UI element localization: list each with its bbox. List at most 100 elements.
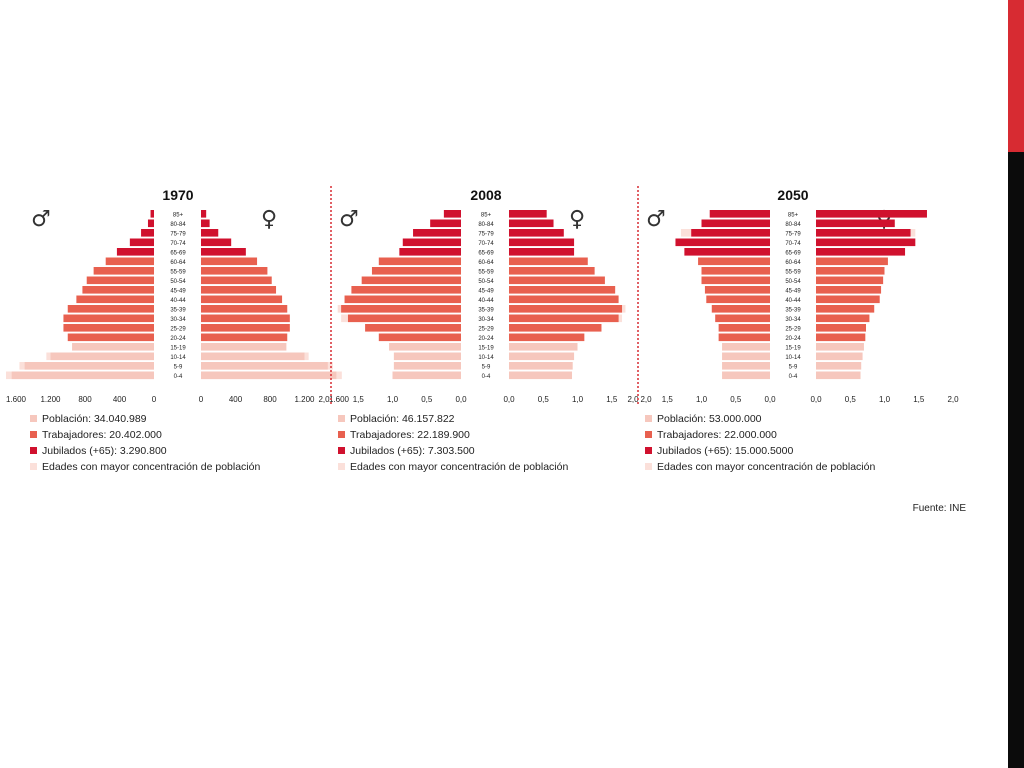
bar-male-60-64 (698, 257, 770, 266)
legend-label: Jubilados (+65): 7.303.500 (350, 445, 475, 457)
male-symbol-icon: ♂ (31, 207, 51, 232)
x-tick-right: 0 (199, 395, 204, 404)
age-label-10-14: 10-14 (478, 355, 494, 361)
bar-female-60-64 (816, 257, 888, 266)
bar-male-80-84 (147, 219, 154, 228)
x-tick-left: 2,0 (627, 395, 639, 404)
bar-male-45-49 (704, 286, 770, 294)
bar-female-15-19 (201, 343, 287, 351)
bar-female-65-69 (509, 248, 575, 256)
age-label-65-69: 65-69 (785, 250, 801, 256)
bar-male-60-64 (378, 257, 461, 266)
age-label-70-74: 70-74 (478, 241, 494, 247)
bar-female-30-34 (201, 314, 290, 323)
bar-male-75-79 (413, 229, 461, 237)
age-label-25-29: 25-29 (478, 326, 494, 332)
age-label-65-69: 65-69 (170, 250, 186, 256)
bar-male-85+ (150, 210, 154, 218)
age-label-5-9: 5-9 (482, 364, 491, 370)
bar-female-20-24 (509, 333, 585, 342)
age-label-80-84: 80-84 (170, 222, 186, 228)
legend-label: Población: 53.000.000 (657, 413, 762, 425)
male-symbol-icon: ♂ (646, 207, 666, 232)
bar-female-45-49 (201, 286, 277, 294)
bar-male-85+ (443, 210, 461, 218)
chart-title-2008: 2008 (470, 187, 501, 203)
age-label-40-44: 40-44 (170, 298, 186, 304)
bar-male-30-34 (347, 314, 461, 323)
bar-male-85+ (709, 210, 770, 218)
bar-male-5-9 (722, 362, 770, 370)
age-label-0-4: 0-4 (174, 374, 183, 380)
female-symbol-icon: ♀ (261, 207, 277, 232)
legend-label: Jubilados (+65): 15.000.5000 (657, 445, 793, 457)
accent-bar-red (1008, 0, 1024, 152)
legend-swatch (30, 463, 37, 470)
x-tick-left: 2,0 (318, 395, 330, 404)
age-label-45-49: 45-49 (785, 288, 801, 294)
bar-male-60-64 (105, 257, 154, 266)
age-label-45-49: 45-49 (170, 288, 186, 294)
bar-male-40-44 (344, 295, 461, 304)
bar-female-75-79 (201, 229, 219, 237)
bar-male-35-39 (67, 305, 154, 313)
population-pyramids: 1970 ♂ ♀ 85+ 80-84 75-79 70-74 65-69 60-64 55-59 5… (6, 186, 959, 473)
bar-female-0-4 (201, 371, 337, 380)
bar-female-20-24 (816, 333, 866, 342)
age-label-15-19: 15-19 (170, 345, 186, 351)
age-label-5-9: 5-9 (789, 364, 798, 370)
bar-male-55-59 (371, 267, 461, 275)
age-label-70-74: 70-74 (170, 241, 186, 247)
legend-swatch (338, 447, 345, 454)
age-label-55-59: 55-59 (170, 269, 186, 275)
x-tick-right: 0,5 (845, 395, 857, 404)
bar-female-65-69 (816, 248, 906, 256)
legend-swatch (645, 463, 652, 470)
x-tick-right: 2,0 (640, 395, 652, 404)
bar-female-80-84 (816, 219, 895, 228)
bar-female-35-39 (816, 305, 875, 313)
legend-swatch (645, 415, 652, 422)
x-tick-left: 800 (78, 395, 92, 404)
x-tick-right: 400 (229, 395, 243, 404)
legend-label: Jubilados (+65): 3.290.800 (42, 445, 167, 457)
x-tick-right: 0,0 (810, 395, 822, 404)
x-tick-left: 1,5 (662, 395, 674, 404)
age-label-20-24: 20-24 (785, 336, 801, 342)
bar-male-50-54 (701, 276, 770, 285)
legend-label: Edades con mayor concentración de poblac… (42, 461, 260, 473)
bar-male-65-69 (399, 248, 461, 256)
bar-female-75-79 (816, 229, 911, 237)
bar-female-50-54 (201, 276, 272, 285)
bar-female-75-79 (509, 229, 564, 237)
bar-male-65-69 (116, 248, 154, 256)
x-tick-right: 1.200 (294, 395, 315, 404)
bar-female-85+ (509, 210, 547, 218)
x-tick-left: 1,0 (696, 395, 708, 404)
bar-female-70-74 (816, 238, 916, 247)
bar-female-25-29 (816, 324, 867, 332)
bar-female-20-24 (201, 333, 288, 342)
x-tick-left: 1,0 (387, 395, 399, 404)
source-note: Fuente: INE (912, 503, 966, 514)
x-tick-left: 1,5 (353, 395, 365, 404)
bar-female-40-44 (816, 295, 880, 304)
chart-title-2050: 2050 (777, 187, 808, 203)
age-label-60-64: 60-64 (785, 260, 801, 266)
age-label-60-64: 60-64 (170, 260, 186, 266)
bar-female-15-19 (816, 343, 864, 351)
legend-swatch (338, 431, 345, 438)
bar-female-30-34 (816, 314, 870, 323)
age-label-50-54: 50-54 (170, 279, 186, 285)
legend-swatch (338, 463, 345, 470)
bar-male-65-69 (684, 248, 770, 256)
legend-label: Trabajadores: 22.189.900 (350, 429, 470, 441)
x-tick-right: 1,5 (606, 395, 618, 404)
legend-label: Edades con mayor concentración de poblac… (657, 461, 875, 473)
bar-female-45-49 (509, 286, 616, 294)
age-label-65-69: 65-69 (478, 250, 494, 256)
x-tick-left: 0,5 (421, 395, 433, 404)
age-label-75-79: 75-79 (170, 231, 186, 237)
legend-label: Edades con mayor concentración de poblac… (350, 461, 568, 473)
